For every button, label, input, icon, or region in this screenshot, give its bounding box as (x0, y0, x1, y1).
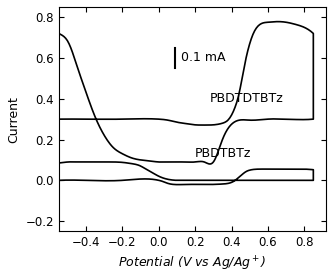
X-axis label: Potential ($V$ vs Ag/Ag$^+$): Potential ($V$ vs Ag/Ag$^+$) (118, 255, 267, 273)
Text: 0.1 mA: 0.1 mA (180, 52, 225, 64)
Y-axis label: Current: Current (7, 96, 20, 143)
Text: PBDTDTBTz: PBDTDTBTz (210, 92, 283, 105)
Text: PBDTBTz: PBDTBTz (195, 147, 251, 160)
